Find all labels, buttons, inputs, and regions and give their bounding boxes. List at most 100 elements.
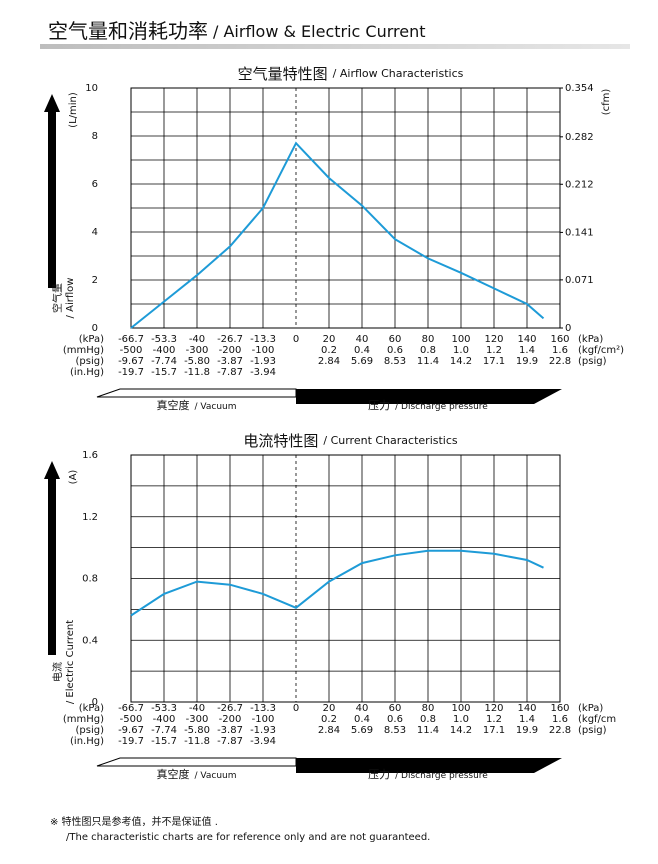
x-row-label: 1.0 — [453, 345, 469, 356]
x-tick-label: 120 — [484, 334, 503, 345]
y-tick-label: 4 — [92, 227, 98, 238]
x-row-label: -3.87 — [217, 725, 243, 736]
x-row-label: 2.84 — [318, 356, 340, 367]
x-unit-left: (psig) — [76, 356, 105, 367]
x-unit-right: (psig) — [578, 356, 607, 367]
x-row-label: -7.74 — [151, 725, 177, 736]
pressure-label-en: / Discharge pressure — [395, 402, 488, 412]
x-tick-label: 40 — [356, 703, 369, 714]
x-tick-label: -40 — [189, 703, 205, 714]
x-row-label: -19.7 — [118, 367, 144, 378]
vacuum-label-cn: 真空度 — [157, 398, 190, 412]
x-row-label: 0.8 — [420, 345, 436, 356]
x-row-label: 22.8 — [549, 725, 571, 736]
curve — [130, 141, 545, 329]
footnote-line: /The characteristic charts are for refer… — [66, 832, 430, 843]
x-tick-label: 100 — [451, 703, 470, 714]
x-unit-left: (mmHg) — [63, 714, 104, 725]
y-axis-title: (L/min) — [68, 92, 79, 128]
side-arrow — [44, 94, 60, 288]
x-row-label: -300 — [186, 345, 209, 356]
x-row-label: 1.6 — [552, 345, 568, 356]
x-row-label: 5.69 — [351, 356, 373, 367]
x-row-label: -500 — [120, 714, 143, 725]
vacuum-label: 真空度 / Vacuum — [157, 398, 237, 412]
x-tick-label: -66.7 — [118, 703, 144, 714]
x-row-label: -11.8 — [184, 736, 210, 747]
x-row-label: -200 — [219, 714, 242, 725]
page-title-cn: 空气量和消耗功率 — [48, 19, 208, 43]
x-tick-label: 0 — [293, 703, 299, 714]
x-row-label: 5.69 — [351, 725, 373, 736]
x-row-label: 19.9 — [516, 725, 538, 736]
x-row-label: -7.87 — [217, 367, 243, 378]
y-tick-label: 0.8 — [82, 574, 98, 585]
x-tick-label: 20 — [323, 334, 336, 345]
x-row-label: 14.2 — [450, 725, 472, 736]
x-row-label: 0.8 — [420, 714, 436, 725]
x-row-label: -5.80 — [184, 356, 210, 367]
y2-axis-title: (cfm) — [601, 89, 612, 116]
x-row-label: 14.2 — [450, 356, 472, 367]
x-row-label: -7.87 — [217, 736, 243, 747]
x-row-label: 8.53 — [384, 725, 406, 736]
x-tick-label: -40 — [189, 334, 205, 345]
x-row-label: 0.2 — [321, 714, 337, 725]
x-row-label: 2.84 — [318, 725, 340, 736]
x-row-label: -9.67 — [118, 725, 144, 736]
x-unit-left: (mmHg) — [63, 345, 104, 356]
x-tick-label: 60 — [389, 703, 402, 714]
x-row-label: 1.4 — [519, 345, 535, 356]
x-tick-label: 160 — [550, 703, 569, 714]
x-tick-label: 120 — [484, 703, 503, 714]
pressure-label-cn: 压力 — [368, 768, 390, 781]
y2-tick-label: 0.071 — [565, 275, 594, 286]
x-row-label: -100 — [252, 345, 275, 356]
vacuum-label: 真空度 / Vacuum — [157, 767, 237, 781]
x-row-label: 17.1 — [483, 356, 505, 367]
side-arrow — [44, 461, 60, 655]
x-row-label: -400 — [153, 714, 176, 725]
x-row-label: 1.2 — [486, 345, 502, 356]
y2-tick-label: 0.282 — [565, 132, 594, 143]
y-tick-label: 2 — [92, 275, 98, 286]
chart-title: 电流特性图 / Current Characteristics — [243, 432, 458, 450]
x-row-label: 0.4 — [354, 345, 370, 356]
y-tick-label: 1.6 — [82, 450, 98, 461]
x-tick-label: -13.3 — [250, 703, 276, 714]
x-row-label: 1.6 — [552, 714, 568, 725]
vacuum-arrow — [96, 757, 297, 767]
x-row-label: -400 — [153, 345, 176, 356]
chart-title-cn: 电流特性图 — [243, 432, 318, 450]
x-row-label: -100 — [252, 714, 275, 725]
x-row-label: -300 — [186, 714, 209, 725]
x-row-label: 11.4 — [417, 725, 439, 736]
x-tick-label: -53.3 — [151, 334, 177, 345]
y2-tick-label: 0.212 — [565, 179, 594, 190]
header-bar — [40, 44, 630, 49]
vacuum-label-en: / Vacuum — [195, 771, 237, 781]
vacuum-label-en: / Vacuum — [195, 402, 237, 412]
x-row-label: 0.2 — [321, 345, 337, 356]
page-title-en: / Airflow & Electric Current — [213, 22, 426, 41]
page-title: 空气量和消耗功率 / Airflow & Electric Current — [48, 19, 426, 43]
x-tick-label: 20 — [323, 703, 336, 714]
x-row-label: -3.94 — [250, 736, 276, 747]
x-tick-label: 140 — [517, 703, 536, 714]
x-row-label: -19.7 — [118, 736, 144, 747]
side-label-cn: 空气量 — [51, 283, 64, 313]
side-label-en: / Airflow — [65, 278, 76, 319]
x-tick-label: 60 — [389, 334, 402, 345]
pressure-label-cn: 压力 — [368, 399, 390, 412]
side-label-en: / Electric Current — [65, 620, 76, 704]
pressure-arrow — [296, 758, 562, 773]
pressure-arrow — [296, 389, 562, 404]
curve — [130, 549, 544, 617]
x-unit-left: (kPa) — [79, 703, 104, 714]
y-tick-label: 1.2 — [82, 512, 98, 523]
x-row-label: -3.87 — [217, 356, 243, 367]
x-row-label: -15.7 — [151, 736, 177, 747]
x-unit-left: (psig) — [76, 725, 105, 736]
